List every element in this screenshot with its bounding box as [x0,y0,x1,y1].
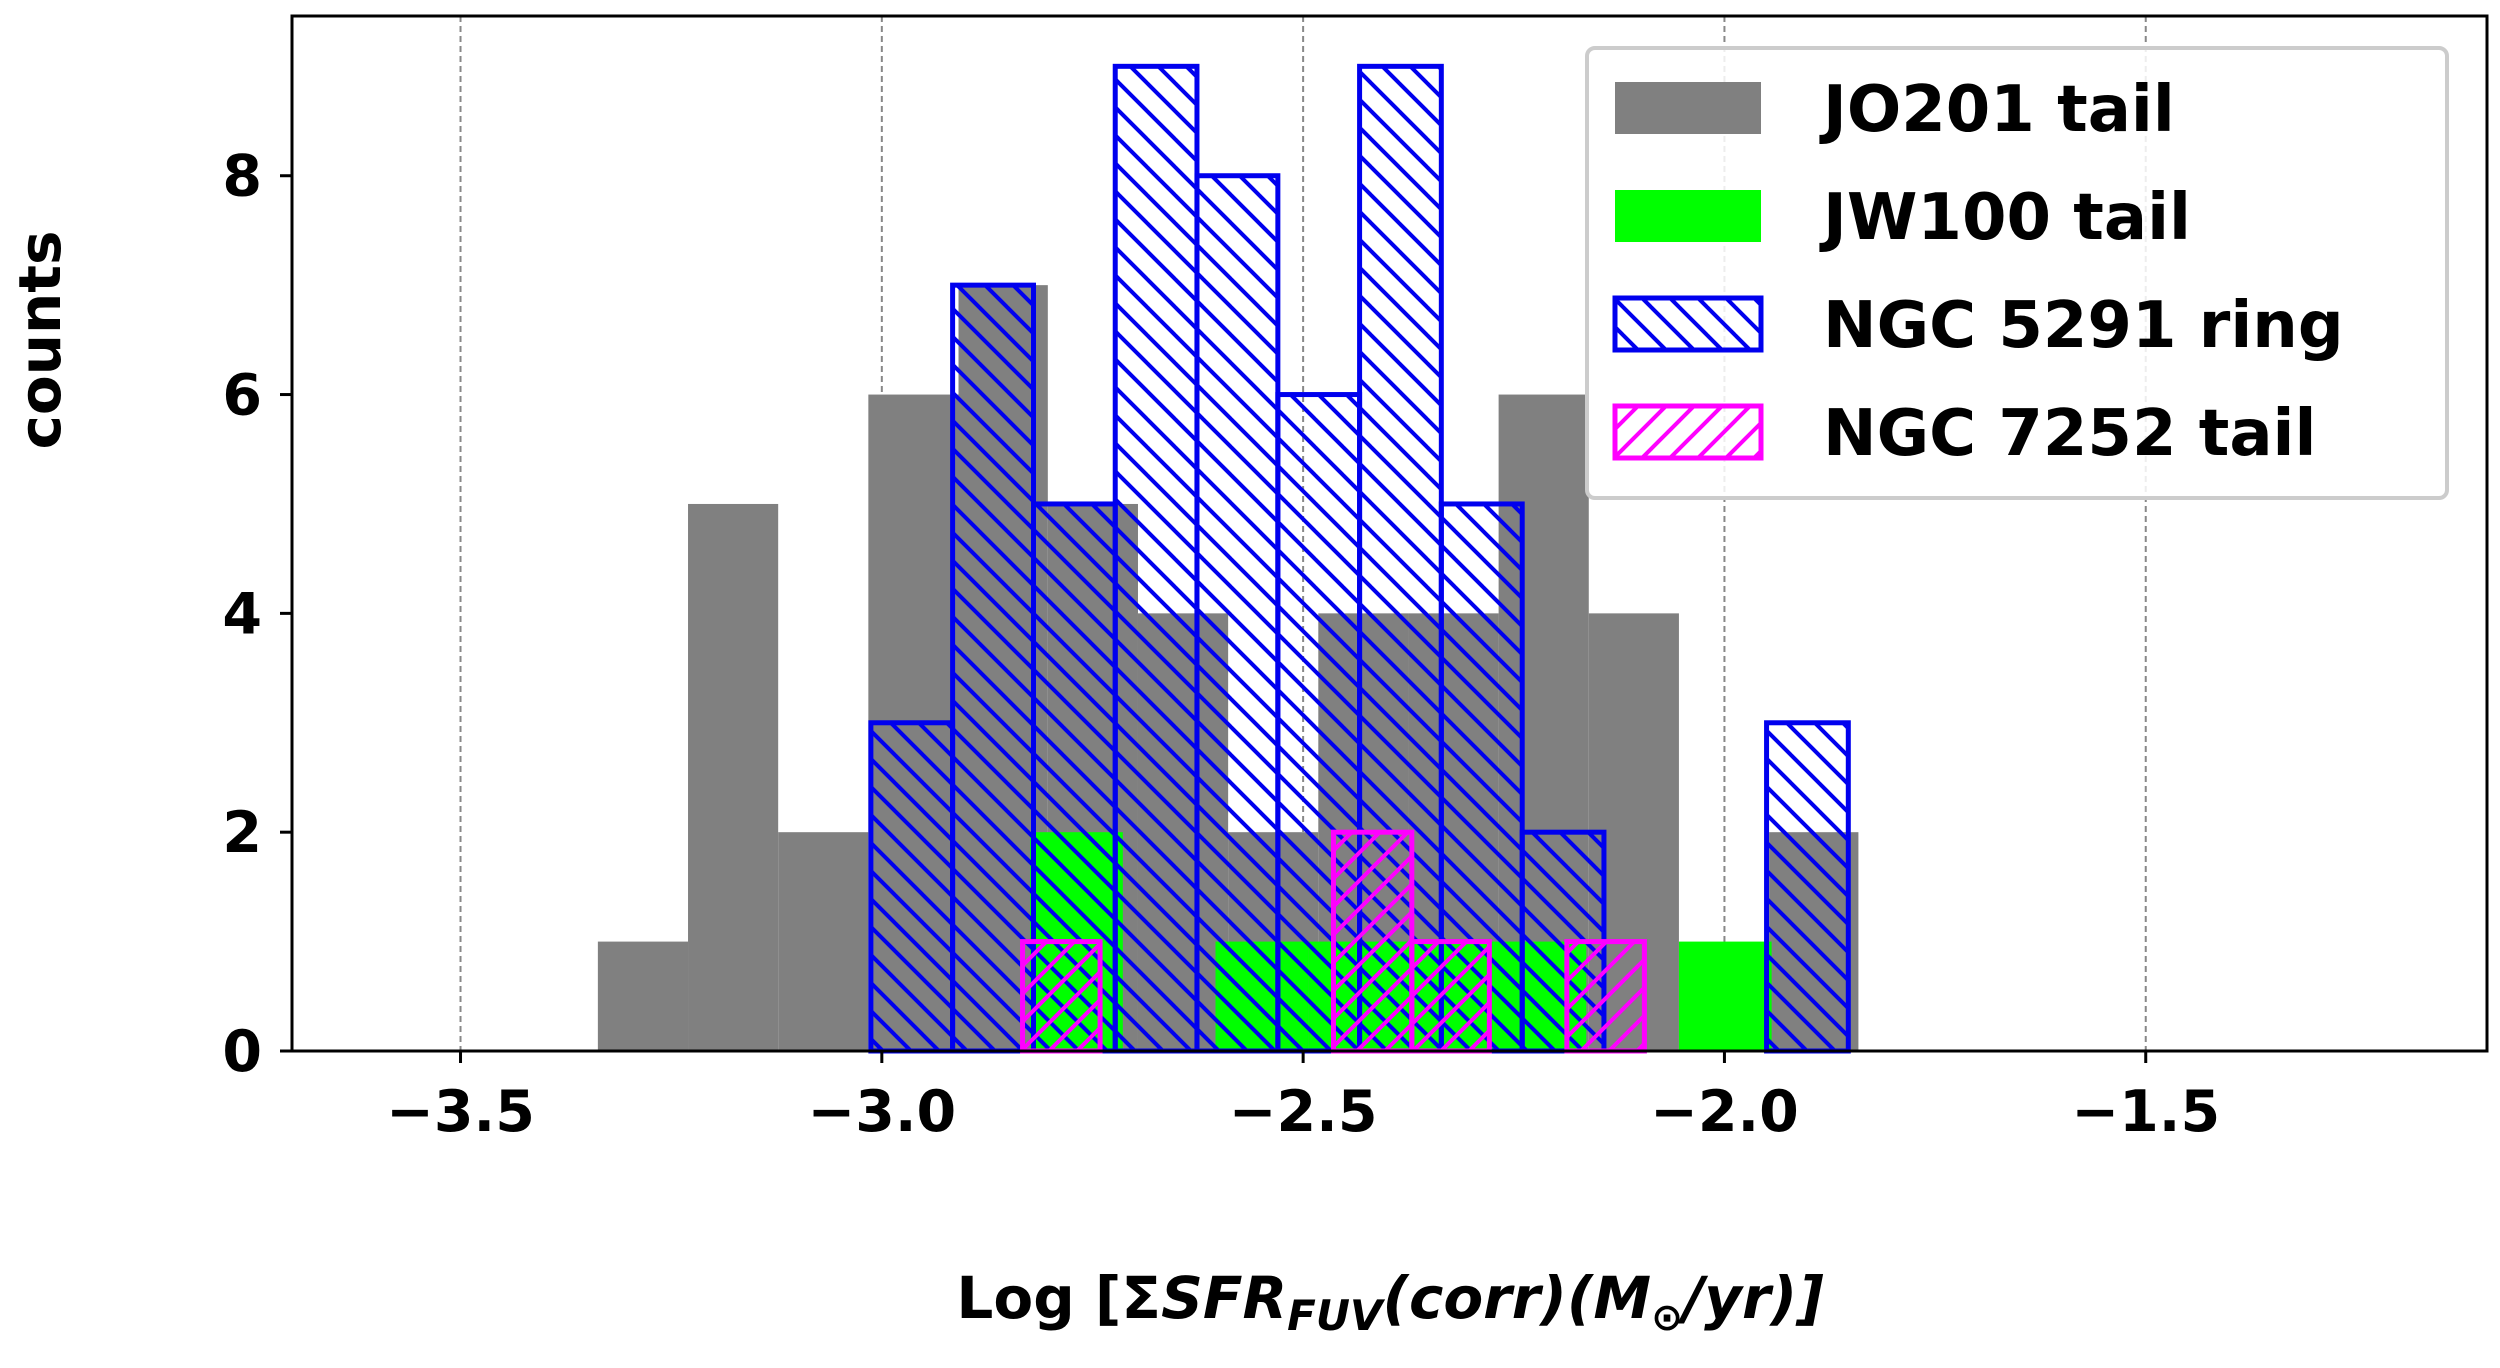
histogram-bar [1194,173,1281,1054]
histogram-bar [868,720,956,1054]
legend-swatch [1615,190,1761,242]
x-tick-label: −2.0 [1650,1079,1799,1145]
legend-swatch [1612,295,1764,353]
x-tick-label: −3.0 [807,1079,956,1145]
histogram-bar [1678,941,1772,1051]
histogram-bar [1330,829,1415,1054]
x-tick-label: −3.5 [386,1079,535,1145]
histogram-bar [1020,939,1103,1054]
histogram-bar [688,503,779,1051]
histogram-bar [1564,939,1647,1054]
legend-box [1585,46,2449,500]
legend-label: JW100 tail [1819,181,2191,255]
x-label-part: ⊙ [1651,1295,1683,1339]
legend-swatch [1612,403,1764,461]
x-axis-label: Log [ΣSFRFUV(corr)(M⊙/yr)] [956,1264,1823,1340]
histogram-bar [1112,63,1200,1054]
x-label-part: SFR [1161,1264,1287,1332]
legend-label: JO201 tail [1819,73,2175,147]
x-tick-label: −1.5 [2071,1079,2220,1145]
legend-label: NGC 7252 tail [1823,397,2316,471]
plot-frame [290,14,2489,1053]
x-label-part: /yr)] [1677,1264,1824,1332]
y-tick-label: 8 [222,144,262,210]
x-tick-label: −2.5 [1229,1079,1378,1145]
legend-swatch [1615,82,1761,134]
x-label-part: (corr)(M [1382,1264,1651,1332]
y-tick-label: 2 [222,800,262,866]
histogram-bar [597,941,689,1051]
y-axis-label: counts [6,230,74,449]
y-tick-label: 0 [222,1019,262,1085]
y-tick-label: 6 [222,363,262,429]
y-tick-label: 4 [222,581,262,647]
histogram-bar [1764,720,1851,1054]
histogram-bar [950,282,1036,1054]
x-label-part: Log [Σ [956,1264,1161,1332]
histogram-bar [1409,939,1492,1054]
histogram-bar [778,832,869,1051]
x-label-part: FUV [1287,1291,1386,1340]
legend-label: NGC 5291 ring [1823,289,2344,363]
